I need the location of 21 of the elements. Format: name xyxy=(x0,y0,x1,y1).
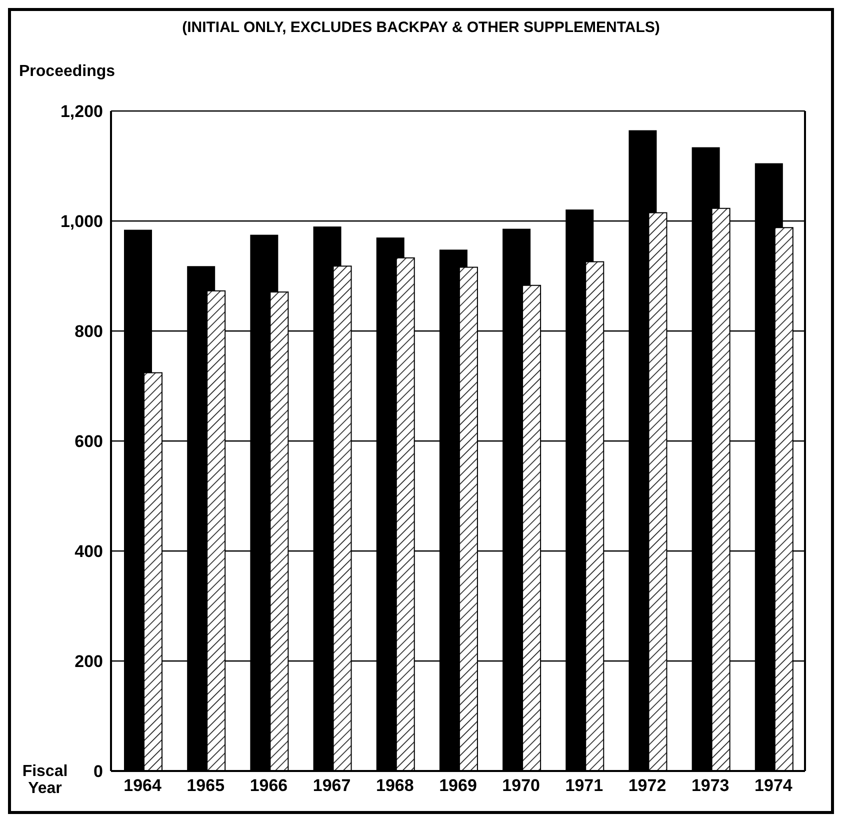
x-tick-label: 1973 xyxy=(691,776,730,796)
x-tick-label: 1964 xyxy=(124,776,162,796)
chart-title: (INITIAL ONLY, EXCLUDES BACKPAY & OTHER SUPPLEMENTALS) xyxy=(181,19,661,36)
y-tick-label: 1,200 xyxy=(60,102,103,122)
x-tick-label: 1965 xyxy=(186,776,225,796)
y-tick-label: 1,000 xyxy=(60,212,103,232)
x-tick-label: 1969 xyxy=(439,776,477,796)
x-axis-title: Fiscal Year xyxy=(21,763,69,797)
x-tick-label: 1974 xyxy=(754,776,793,796)
y-tick-label: 600 xyxy=(74,432,103,452)
y-tick-label: 0 xyxy=(94,762,103,782)
y-tick-label: 400 xyxy=(74,542,103,562)
x-tick-label: 1967 xyxy=(312,776,351,796)
x-tick-label: 1972 xyxy=(628,776,666,796)
x-tick-label: 1966 xyxy=(250,776,288,796)
y-axis-title: Proceedings xyxy=(19,63,116,81)
y-tick-label: 200 xyxy=(74,652,103,672)
y-tick-label: 800 xyxy=(74,322,103,342)
x-tick-label: 1970 xyxy=(502,776,540,796)
x-tick-label: 1971 xyxy=(565,776,604,796)
x-tick-label: 1968 xyxy=(376,776,414,796)
